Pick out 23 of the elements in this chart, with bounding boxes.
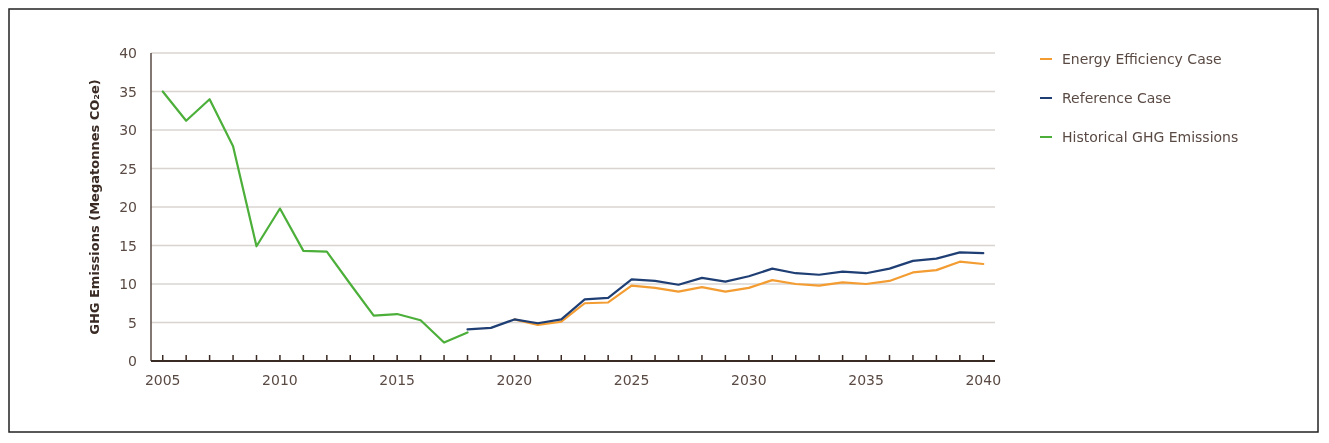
y-tick-label: 30 — [119, 122, 137, 138]
y-tick-label: 40 — [119, 45, 137, 61]
x-tick-label: 2030 — [731, 372, 767, 388]
y-tick-label: 25 — [119, 160, 137, 177]
line-series — [466, 251, 985, 331]
y-tick-label: 20 — [119, 199, 137, 215]
y-axis-title: GHG Emissions (Megatonnes CO₂e) — [87, 79, 102, 335]
y-tick-label: 35 — [119, 83, 137, 100]
x-tick-label: 2025 — [613, 372, 650, 388]
line-series — [161, 90, 469, 344]
y-tick-label: 10 — [119, 276, 137, 292]
y-tick-label: 15 — [119, 237, 137, 254]
x-tick-label: 2015 — [379, 372, 415, 388]
x-tick-label: 2020 — [496, 372, 533, 388]
y-tick-label: 0 — [128, 353, 137, 369]
legend-label: Historical GHG Emissions — [1062, 129, 1239, 145]
legend-label: Reference Case — [1062, 90, 1172, 106]
x-tick-label: 2010 — [262, 372, 298, 388]
x-tick-label: 2005 — [144, 372, 181, 388]
legend-label: Energy Efficiency Case — [1062, 51, 1222, 67]
x-tick-label: 2035 — [848, 372, 884, 388]
y-tick-label: 5 — [128, 314, 137, 331]
x-tick-label: 2040 — [965, 372, 1002, 388]
